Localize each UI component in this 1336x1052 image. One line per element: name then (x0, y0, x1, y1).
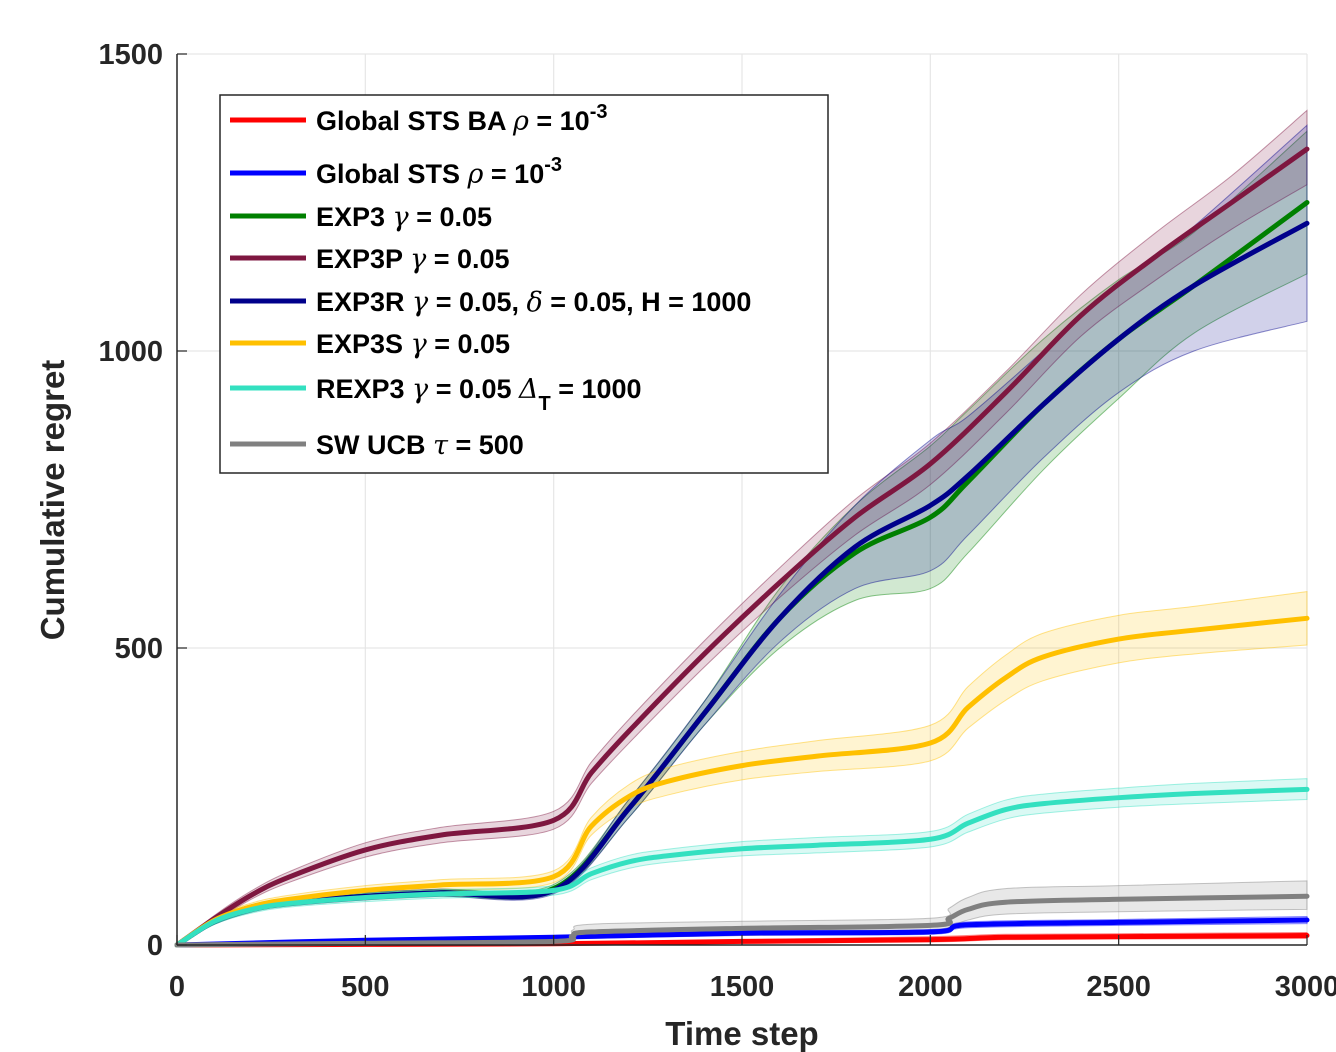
legend-label-6: EXP3S γ = 0.05 (316, 329, 510, 360)
x-tick-label: 500 (341, 971, 389, 1003)
series-8-line (174, 893, 1310, 948)
y-tick-label: 1000 (98, 336, 163, 368)
y-axis-label: Cumulative regret (34, 360, 71, 641)
legend-label-3: EXP3 γ = 0.05 (316, 202, 492, 233)
series-7-line (174, 786, 1310, 948)
y-tick-label: 1500 (98, 39, 163, 71)
series-2-line (174, 917, 1310, 948)
series-6-line (174, 615, 1310, 948)
x-tick-label: 2500 (1086, 971, 1151, 1003)
legend-label-4: EXP3P γ = 0.05 (316, 244, 510, 275)
series-4-band (176, 109, 1308, 946)
x-tick-label: 2000 (898, 971, 963, 1003)
legend-label-5: EXP3R γ = 0.05, δ = 0.05, H = 1000 (316, 287, 751, 318)
legend: Global STS BA ρ = 10-3 Global STS ρ = 10-… (219, 94, 829, 474)
legend-label-1: Global STS BA ρ = 10-3 (316, 101, 608, 137)
x-tick-label: 1000 (521, 971, 586, 1003)
y-tick-label: 0 (147, 930, 163, 962)
series-4-line (174, 146, 1310, 948)
x-tick-label: 0 (169, 971, 185, 1003)
legend-label-2: Global STS ρ = 10-3 (316, 154, 562, 190)
x-tick-label: 1500 (710, 971, 775, 1003)
y-tick-label: 500 (115, 633, 163, 665)
legend-label-8: SW UCB τ = 500 (316, 430, 524, 461)
legend-label-7: REXP3 γ = 0.05 ΔT = 1000 (316, 374, 642, 415)
x-tick-label: 3000 (1275, 971, 1336, 1003)
legend-box (219, 94, 829, 474)
x-axis-label: Time step (665, 1015, 818, 1052)
tick-labels: 0 500 1000 1500 2000 2500 3000 0 500 1000 1500 (98, 39, 1336, 1003)
